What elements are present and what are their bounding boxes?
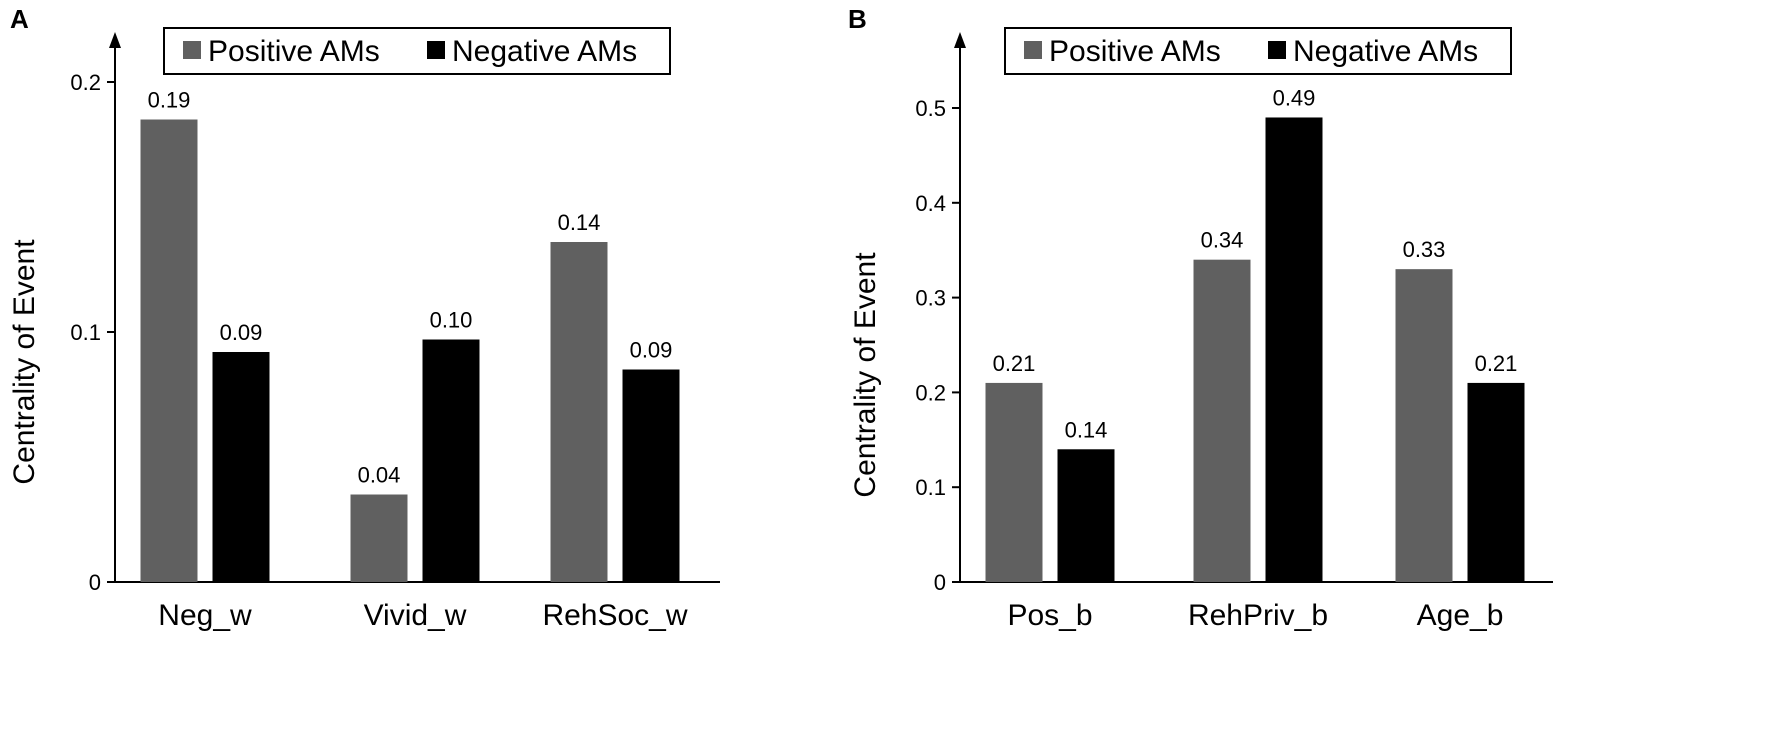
y-tick-label: 0.1 [70,320,101,345]
bar-negative-ams [422,339,480,582]
legend-label-positive: Positive AMs [208,35,380,68]
y-axis-label: Centrality of Event [849,252,882,498]
y-axis-arrow-icon [109,32,121,48]
bar-positive-ams [140,119,198,582]
legend-label-negative: Negative AMs [452,35,637,68]
data-label: 0.09 [630,338,673,363]
bar-negative-ams [212,352,270,582]
legend-swatch-positive [1024,41,1042,59]
y-tick-label: 0.4 [915,191,946,216]
data-label: 0.33 [1403,237,1446,262]
panel-letter: B [848,4,867,34]
data-label: 0.10 [430,308,473,333]
legend-swatch-positive [183,41,201,59]
data-label: 0.14 [1065,417,1108,442]
x-tick-label: RehPriv_b [1188,599,1328,632]
panel-letter: A [10,4,29,34]
x-tick-label: Pos_b [1007,599,1092,632]
legend-swatch-negative [427,41,445,59]
data-label: 0.09 [220,320,263,345]
data-label: 0.04 [358,463,401,488]
x-tick-label: Age_b [1417,599,1504,632]
y-tick-label: 0.5 [915,96,946,121]
bar-positive-ams [1193,259,1251,582]
y-axis-label: Centrality of Event [8,239,41,485]
data-label: 0.14 [558,210,601,235]
legend-box [1004,27,1512,75]
bar-negative-ams [1265,117,1323,582]
bar-negative-ams [622,369,680,582]
x-tick-label: RehSoc_w [542,599,687,632]
bar-positive-ams [985,382,1043,582]
y-tick-label: 0 [934,570,946,595]
bar-positive-ams [550,242,608,582]
legend-label-negative: Negative AMs [1293,35,1478,68]
y-tick-label: 0 [89,570,101,595]
y-tick-label: 0.2 [915,380,946,405]
bar-negative-ams [1467,382,1525,582]
data-label: 0.49 [1273,85,1316,110]
legend-swatch-negative [1268,41,1286,59]
y-tick-label: 0.2 [70,70,101,95]
data-label: 0.19 [148,88,191,113]
x-tick-label: Vivid_w [364,599,467,632]
x-tick-label: Neg_w [158,599,252,632]
legend-box [163,27,671,75]
bar-positive-ams [350,494,408,582]
y-tick-label: 0.3 [915,286,946,311]
y-tick-label: 0.1 [915,475,946,500]
data-label: 0.21 [993,351,1036,376]
data-label: 0.21 [1475,351,1518,376]
legend-label-positive: Positive AMs [1049,35,1221,68]
data-label: 0.34 [1201,228,1244,253]
bar-positive-ams [1395,269,1453,582]
bar-negative-ams [1057,449,1115,582]
y-axis-arrow-icon [954,32,966,48]
